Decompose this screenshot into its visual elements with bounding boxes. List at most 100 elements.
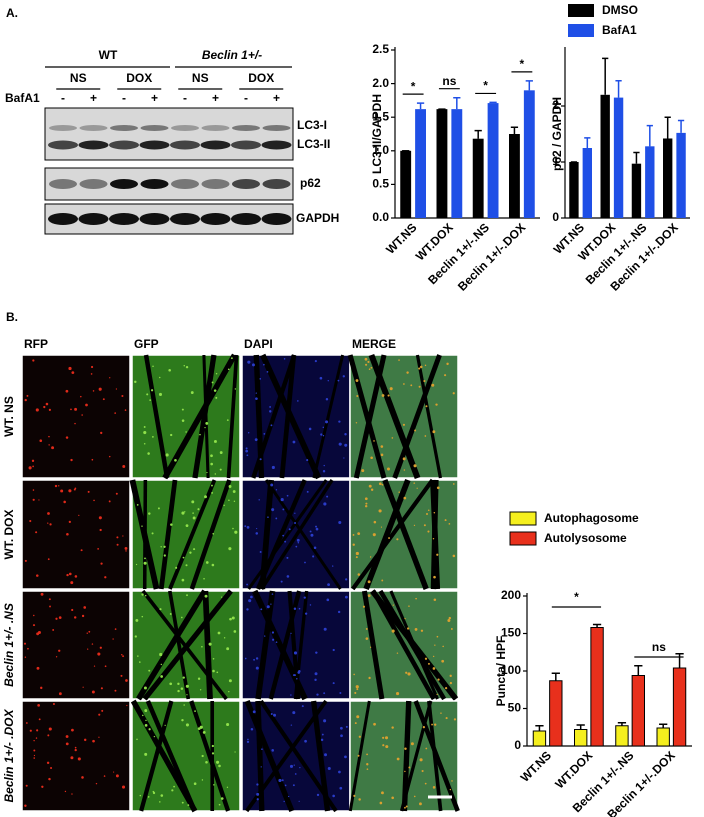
puncta <box>135 618 139 622</box>
legend-label: Autophagosome <box>544 511 639 525</box>
puncta <box>292 784 295 787</box>
condition-label: NS <box>70 71 87 85</box>
puncta <box>344 595 348 599</box>
puncta <box>286 556 289 559</box>
condition-label: DOX <box>248 71 274 85</box>
puncta <box>199 689 202 691</box>
puncta <box>298 800 300 802</box>
error-bar <box>634 665 643 676</box>
fiber-gap <box>189 479 232 590</box>
puncta <box>436 635 439 638</box>
fiber-gap <box>158 479 178 590</box>
bar <box>631 163 642 218</box>
fiber-gap <box>427 700 443 812</box>
puncta <box>355 551 359 556</box>
puncta <box>26 394 29 397</box>
band-label: LC3-II <box>297 137 330 151</box>
puncta <box>149 399 152 402</box>
puncta <box>141 525 143 527</box>
puncta <box>263 433 266 435</box>
puncta <box>122 655 125 658</box>
y-tick-label: 1.0 <box>372 143 389 157</box>
error-bar <box>633 151 640 164</box>
band <box>262 125 291 131</box>
error-bar <box>525 80 533 91</box>
y-tick-label: 0.0 <box>372 210 389 224</box>
puncta <box>256 783 259 786</box>
puncta <box>212 658 215 660</box>
bar <box>509 134 520 218</box>
puncta <box>358 735 361 738</box>
puncta <box>444 374 447 377</box>
puncta <box>362 605 366 608</box>
puncta <box>419 802 422 806</box>
puncta <box>270 712 273 715</box>
puncta <box>144 709 148 713</box>
puncta <box>269 410 272 413</box>
puncta <box>295 545 298 548</box>
puncta <box>114 628 117 630</box>
puncta <box>275 489 278 491</box>
puncta <box>315 651 318 654</box>
puncta <box>193 782 197 786</box>
puncta <box>100 431 103 435</box>
y-tick-label: 0.5 <box>372 177 389 191</box>
puncta <box>192 516 196 520</box>
puncta <box>135 563 138 566</box>
band <box>109 140 139 150</box>
puncta <box>432 537 435 540</box>
y-axis-label: LC3-II/GAPDH <box>370 94 384 174</box>
puncta <box>157 507 160 510</box>
group-label: Beclin 1+/- <box>202 48 262 62</box>
y-tick-label: 1.5 <box>372 109 389 123</box>
puncta <box>434 644 436 646</box>
treatment-sign: + <box>273 91 280 105</box>
puncta <box>364 357 368 361</box>
band <box>48 213 78 225</box>
puncta <box>365 502 368 505</box>
puncta <box>205 421 209 425</box>
error-bar <box>677 119 685 133</box>
puncta <box>35 408 39 412</box>
puncta <box>322 470 326 473</box>
puncta <box>47 558 50 561</box>
puncta <box>234 751 236 753</box>
puncta <box>388 537 391 539</box>
puncta <box>450 628 453 630</box>
puncta <box>380 791 384 795</box>
puncta <box>181 718 184 722</box>
puncta <box>358 798 361 801</box>
fiber-gap <box>430 479 439 590</box>
puncta <box>327 583 330 587</box>
puncta <box>244 525 247 528</box>
puncta <box>246 740 250 744</box>
puncta <box>413 524 416 527</box>
puncta <box>345 725 348 728</box>
puncta <box>91 458 94 461</box>
puncta <box>32 359 35 362</box>
puncta <box>213 784 215 786</box>
puncta <box>228 679 232 683</box>
legend-swatch <box>568 24 594 37</box>
fiber-gap <box>141 589 228 701</box>
puncta <box>37 631 41 635</box>
puncta <box>304 561 306 564</box>
puncta <box>381 394 385 397</box>
fiber-gap <box>192 354 217 479</box>
puncta <box>180 616 183 619</box>
puncta <box>65 436 69 439</box>
puncta <box>108 500 111 503</box>
puncta <box>425 405 428 408</box>
puncta <box>122 535 124 537</box>
puncta <box>201 754 204 758</box>
puncta <box>170 523 173 526</box>
puncta <box>250 727 254 731</box>
puncta <box>448 616 452 620</box>
puncta <box>25 784 28 787</box>
puncta <box>211 484 213 487</box>
puncta <box>201 779 204 781</box>
puncta <box>449 788 452 791</box>
bar <box>656 727 670 747</box>
puncta <box>245 447 248 450</box>
puncta <box>339 691 342 694</box>
